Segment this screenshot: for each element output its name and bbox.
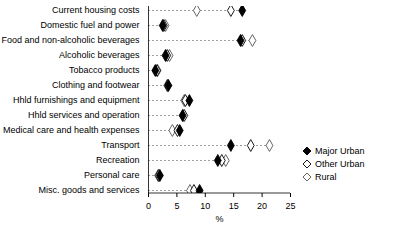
svg-text:Hhld services and operation: Hhld services and operation [28,110,140,120]
svg-text:Misc. goods and services: Misc. goods and services [38,185,140,195]
svg-text:Food and non-alcoholic beverag: Food and non-alcoholic beverages [1,35,140,45]
svg-text:10: 10 [200,201,210,211]
svg-text:Tobacco products: Tobacco products [69,65,140,75]
html-text:Major Urban: Major Urban [315,146,365,156]
svg-text:0: 0 [146,201,151,211]
svg-text:25: 25 [285,201,295,211]
svg-text:15: 15 [229,201,239,211]
svg-text:Medical care and health expens: Medical care and health expenses [3,125,140,135]
html-text:Other Urban: Other Urban [315,159,365,169]
svg-text:Alcoholic beverages: Alcoholic beverages [59,50,140,60]
svg-text:Domestic fuel and power: Domestic fuel and power [40,20,139,30]
svg-text:Hhld furnishings and equipment: Hhld furnishings and equipment [13,95,140,105]
svg-text:Personal care: Personal care [84,170,140,180]
svg-text:Transport: Transport [101,140,140,150]
svg-text:5: 5 [174,201,179,211]
svg-text:20: 20 [257,201,267,211]
svg-text:Recreation: Recreation [96,155,140,165]
svg-text:Current housing costs: Current housing costs [52,5,140,15]
html-text:Rural: Rural [315,172,337,182]
svg-text:%: % [215,214,223,224]
svg-text:Clothing and footwear: Clothing and footwear [52,80,140,90]
